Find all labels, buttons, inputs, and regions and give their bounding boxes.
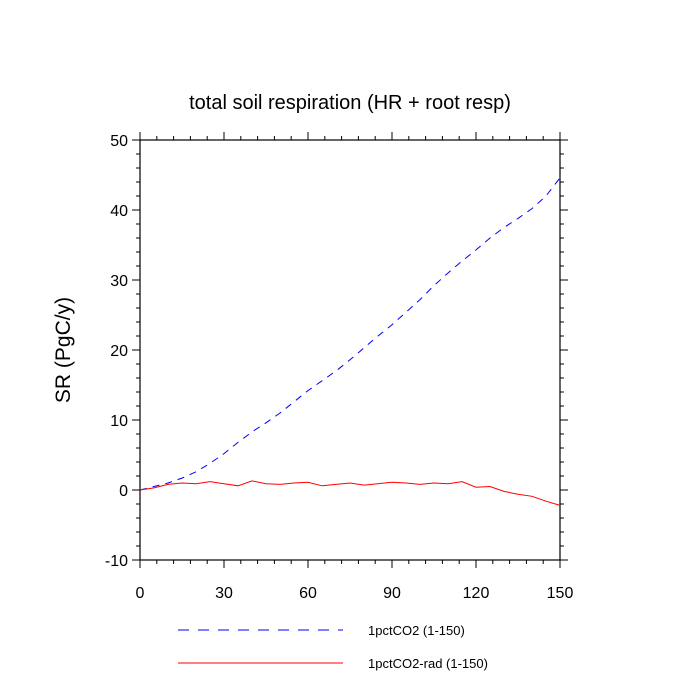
x-tick-label: 60: [299, 585, 317, 602]
legend: 1pctCO2 (1-150) 1pctCO2-rad (1-150): [178, 623, 488, 671]
legend-label-1: 1pctCO2 (1-150): [368, 623, 465, 638]
y-tick-label: 40: [110, 203, 128, 220]
y-tick-label: 30: [110, 273, 128, 290]
y-tick-label: 20: [110, 343, 128, 360]
chart-title: total soil respiration (HR + root resp): [189, 92, 511, 114]
x-tick-label: 120: [463, 585, 490, 602]
legend-label-2: 1pctCO2-rad (1-150): [368, 656, 488, 671]
plot-area: -10 0 10 20 30 40 50 0 30 60 90 120 150: [105, 132, 574, 602]
series-line-2: [139, 480, 561, 506]
x-tick-label: 0: [136, 585, 145, 602]
y-tick-label: 10: [110, 413, 128, 430]
y-axis-label: SR (PgC/y): [52, 297, 75, 403]
plot-frame: [139, 139, 561, 561]
y-tick-label: 50: [110, 133, 128, 150]
x-tick-label: 30: [215, 585, 233, 602]
x-tick-label: 150: [547, 585, 574, 602]
x-tick-label: 90: [383, 585, 401, 602]
series-line-1: [139, 177, 561, 491]
y-tick-label: 0: [119, 483, 128, 500]
y-tick-label: -10: [105, 553, 128, 570]
